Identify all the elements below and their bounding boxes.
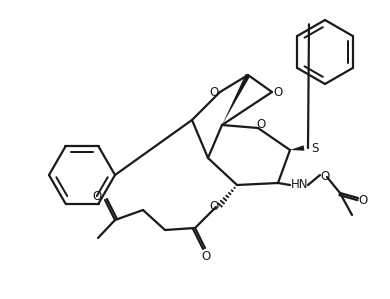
- Polygon shape: [290, 145, 304, 151]
- Text: O: O: [209, 86, 219, 100]
- Text: HN: HN: [291, 179, 309, 191]
- Text: O: O: [256, 118, 266, 130]
- Text: O: O: [320, 170, 330, 182]
- Text: O: O: [92, 190, 102, 204]
- Text: O: O: [201, 249, 211, 263]
- Text: O: O: [209, 201, 219, 213]
- Text: S: S: [311, 143, 319, 155]
- Text: O: O: [273, 86, 283, 100]
- Text: O: O: [358, 193, 368, 207]
- Polygon shape: [222, 74, 250, 125]
